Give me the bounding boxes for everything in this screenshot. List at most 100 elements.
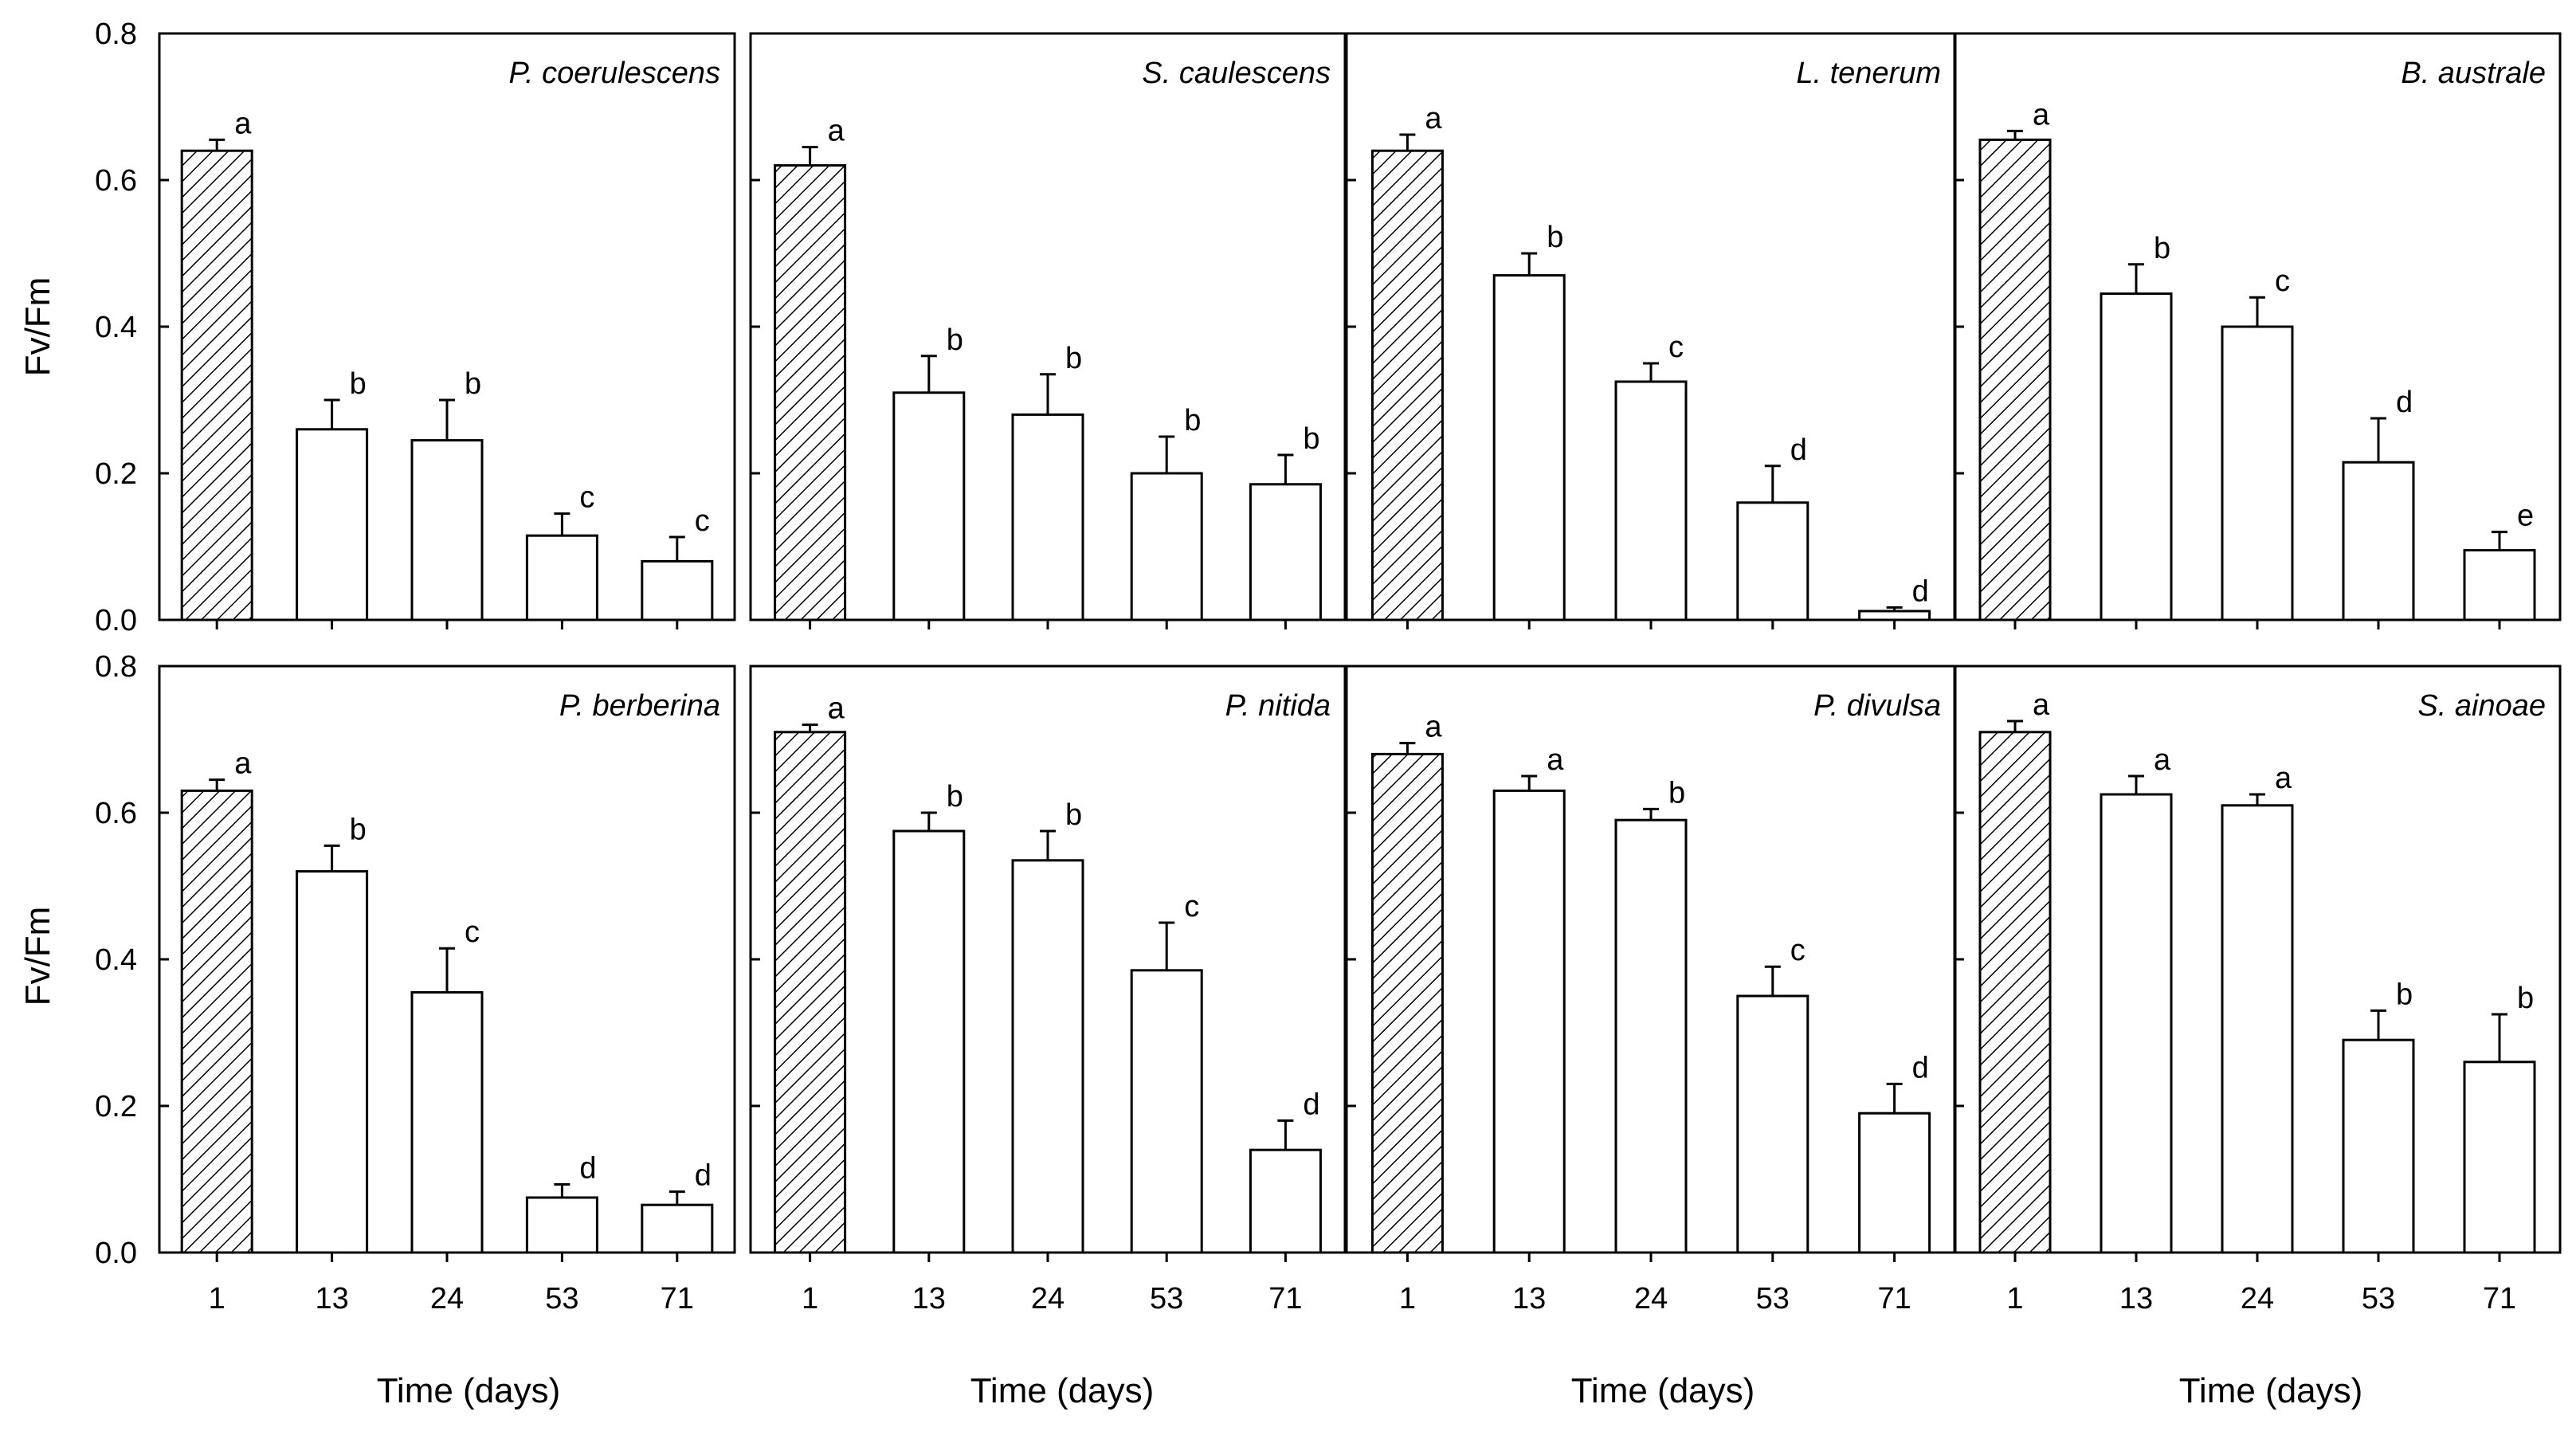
bar-day-1 [774, 731, 847, 1254]
y-axis-label-top: Fv/Fm [18, 277, 57, 377]
bar-day-53 [525, 1196, 598, 1254]
significance-letter: b [465, 367, 481, 401]
significance-letter: a [1547, 743, 1564, 777]
significance-letter: b [350, 367, 367, 401]
bar-day-1 [1370, 752, 1444, 1254]
significance-letter: a [2033, 98, 2050, 131]
significance-letter: a [2033, 688, 2050, 722]
y-tick-label: 0.2 [95, 457, 137, 491]
bar-day-24 [1011, 413, 1084, 621]
x-tick-label: 53 [1756, 1282, 1790, 1315]
significance-letter: d [2396, 386, 2413, 419]
panel-title: P. nitida [1225, 689, 1331, 723]
significance-letter: b [1668, 776, 1685, 810]
y-tick-label: 0.2 [95, 1090, 137, 1123]
bar-day-24 [2221, 325, 2294, 621]
x-axis-label-2: Time (days) [970, 1371, 1155, 1410]
x-axis-label-3: Time (days) [1571, 1371, 1755, 1410]
x-tick-label: 71 [1877, 1282, 1911, 1315]
y-axis-label-bottom: Fv/Fm [18, 907, 57, 1006]
y-tick-label: 0.4 [95, 943, 137, 977]
panel-p-divulsa: P. divulsa a 1 a 13 b 24 c 53 d 71 [1345, 665, 1957, 1315]
panel-p-berberina: 0.0 0.2 0.4 0.6 0.8 P. berberina a 1 b 13 c 24 d 53 d 7… [95, 650, 736, 1315]
significance-letter: a [234, 747, 252, 781]
bar-day-24 [2221, 804, 2294, 1254]
bar-day-53 [1736, 994, 1809, 1254]
panel-b-australe: B. australe a b c d e [1953, 32, 2562, 629]
x-tick-label: 24 [1031, 1282, 1065, 1315]
bar-day-24 [410, 439, 484, 621]
significance-letter: d [1790, 433, 1807, 467]
bar-day-53 [2342, 1038, 2415, 1254]
significance-letter: b [1065, 798, 1082, 832]
bar-day-53 [525, 534, 598, 621]
bar-day-71 [1249, 483, 1322, 621]
bar-day-53 [1130, 472, 1203, 621]
significance-letter: a [2275, 762, 2292, 795]
significance-letter: b [2396, 978, 2413, 1011]
x-tick-label: 13 [1512, 1282, 1546, 1315]
panel-title: L. tenerum [1796, 57, 1941, 90]
bar-day-13 [892, 829, 966, 1254]
significance-letter: c [1668, 331, 1684, 364]
x-tick-label: 1 [802, 1282, 818, 1315]
panel-p-nitida: P. nitida a 1 b 13 b 24 c 53 d 71 [749, 665, 1347, 1315]
bar-day-71 [1858, 610, 1931, 621]
significance-letter: a [2154, 743, 2171, 777]
x-tick-label: 1 [209, 1282, 225, 1315]
significance-letter: b [947, 780, 963, 814]
bar-day-13 [2100, 292, 2173, 621]
bar-day-53 [1736, 501, 1809, 621]
x-tick-label: 71 [661, 1282, 694, 1315]
significance-letter: c [465, 915, 480, 949]
panel-title: P. coerulescens [509, 57, 720, 90]
bar-day-1 [180, 149, 253, 621]
x-tick-label: 71 [2483, 1282, 2516, 1315]
y-tick-label: 0.4 [95, 311, 137, 344]
y-tick-label: 0.0 [95, 604, 137, 637]
panel-title: B. australe [2401, 57, 2546, 90]
x-tick-label: 24 [430, 1282, 464, 1315]
significance-letter: a [1425, 102, 1442, 135]
significance-letter: b [947, 323, 963, 357]
bar-day-1 [180, 789, 253, 1254]
significance-letter: b [2154, 232, 2170, 265]
panel-s-caulescens: S. caulescens a b b b b [749, 32, 1347, 629]
x-tick-label: 1 [1399, 1282, 1416, 1315]
significance-letter: e [2517, 500, 2534, 533]
bar-day-24 [410, 990, 484, 1254]
significance-letter: c [1790, 934, 1806, 967]
bar-day-24 [1614, 818, 1688, 1254]
significance-letter: a [828, 692, 845, 726]
significance-letter: c [579, 481, 594, 515]
significance-letter: a [234, 107, 252, 140]
bar-day-1 [1370, 149, 1444, 621]
bar-day-71 [2463, 549, 2536, 621]
significance-letter: d [695, 1159, 712, 1193]
y-tick-label: 0.0 [95, 1237, 137, 1270]
x-tick-label: 53 [1150, 1282, 1183, 1315]
significance-letter: b [1065, 342, 1082, 375]
panel-s-ainoae: S. ainoae a 1 a 13 a 24 b 53 b 71 [1953, 665, 2562, 1315]
significance-letter: b [1547, 221, 1563, 254]
y-tick-label: 0.8 [95, 18, 137, 51]
significance-letter: c [2275, 265, 2290, 298]
x-tick-label: 13 [912, 1282, 946, 1315]
x-tick-label: 13 [2119, 1282, 2153, 1315]
bar-day-13 [892, 391, 966, 621]
bar-day-71 [641, 559, 714, 621]
x-tick-label: 24 [1634, 1282, 1668, 1315]
panel-l-tenerum: L. tenerum a b c d d [1345, 32, 1957, 629]
x-tick-label: 13 [315, 1282, 348, 1315]
bar-day-13 [296, 428, 369, 621]
significance-letter: c [1184, 890, 1199, 923]
panel-title: S. ainoae [2417, 689, 2546, 723]
panel-p-coerulescens: 0.0 0.2 0.4 0.6 0.8 P. coerulescens a b b c c [95, 18, 736, 637]
bar-day-53 [2342, 461, 2415, 621]
y-tick-label: 0.8 [95, 650, 137, 684]
bar-day-13 [296, 870, 369, 1254]
significance-letter: a [1425, 711, 1442, 744]
bar-day-71 [1249, 1148, 1322, 1254]
x-tick-label: 71 [1268, 1282, 1302, 1315]
